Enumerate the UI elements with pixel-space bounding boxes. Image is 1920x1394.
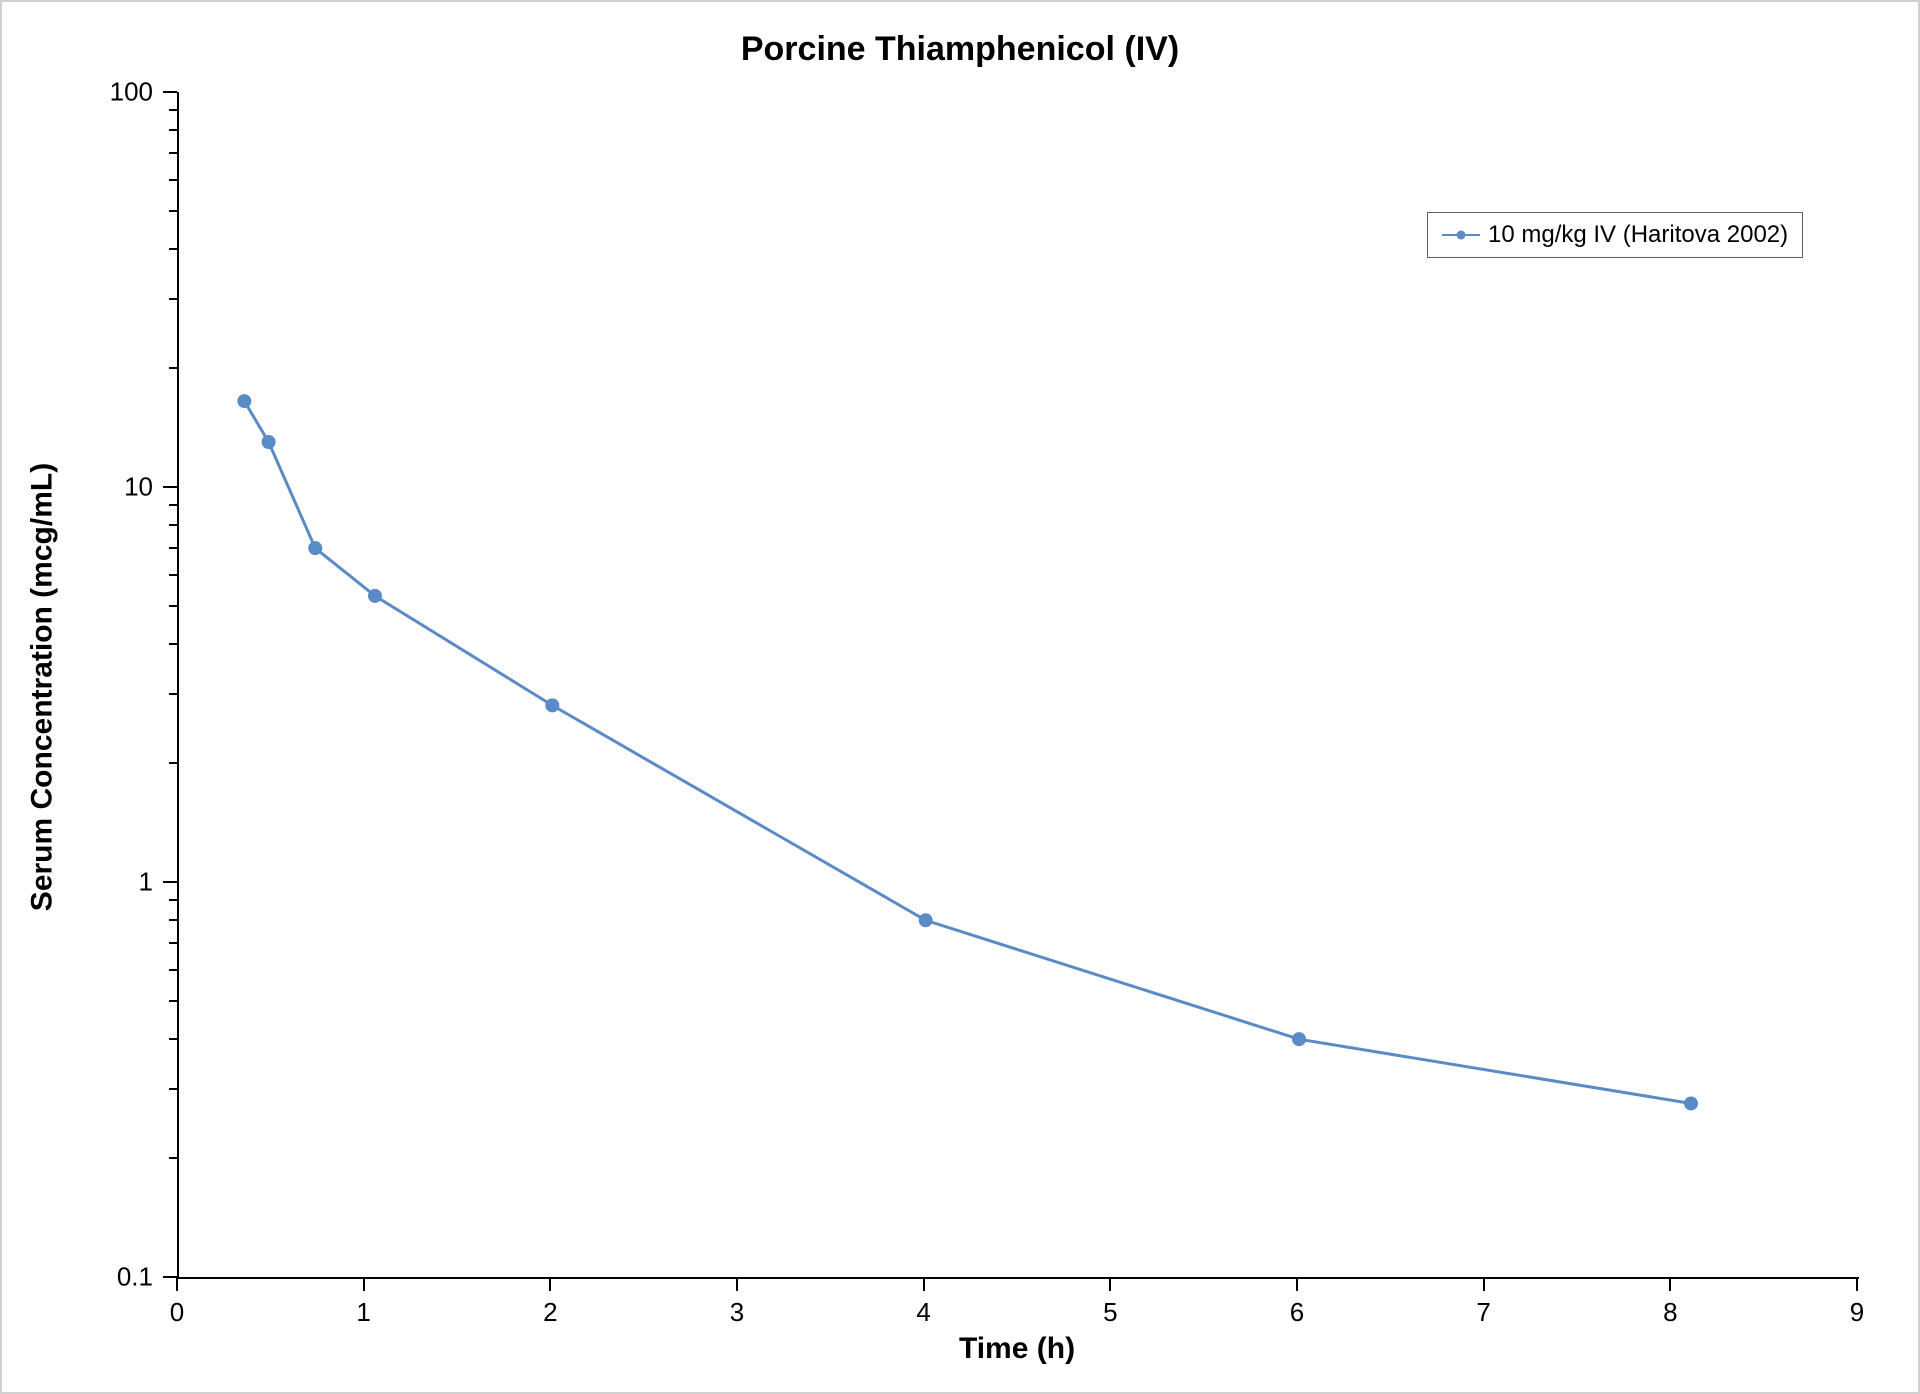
y-minor-tick bbox=[169, 762, 177, 764]
x-tick-label: 4 bbox=[916, 1297, 930, 1328]
y-minor-tick bbox=[169, 547, 177, 549]
data-point bbox=[237, 394, 251, 408]
x-tick-label: 8 bbox=[1663, 1297, 1677, 1328]
y-tick bbox=[163, 881, 177, 883]
y-tick-label: 100 bbox=[93, 77, 153, 108]
y-minor-tick bbox=[169, 574, 177, 576]
data-point bbox=[262, 435, 276, 449]
y-tick bbox=[163, 1276, 177, 1278]
x-axis-label: Time (h) bbox=[177, 1332, 1857, 1366]
y-minor-tick bbox=[169, 969, 177, 971]
chart-title: Porcine Thiamphenicol (IV) bbox=[2, 30, 1918, 69]
y-minor-tick bbox=[169, 1000, 177, 1002]
x-tick-label: 6 bbox=[1290, 1297, 1304, 1328]
plot-area bbox=[177, 92, 1859, 1279]
y-minor-tick bbox=[169, 367, 177, 369]
x-tick bbox=[1669, 1277, 1671, 1291]
y-minor-tick bbox=[169, 1088, 177, 1090]
data-point bbox=[308, 541, 322, 555]
chart-container: Porcine Thiamphenicol (IV) Time (h) Seru… bbox=[0, 0, 1920, 1394]
y-minor-tick bbox=[169, 919, 177, 921]
y-minor-tick bbox=[169, 693, 177, 695]
y-tick bbox=[163, 486, 177, 488]
y-tick-label: 10 bbox=[93, 472, 153, 503]
y-minor-tick bbox=[169, 152, 177, 154]
y-minor-tick bbox=[169, 899, 177, 901]
y-minor-tick bbox=[169, 942, 177, 944]
series-line bbox=[244, 401, 1691, 1103]
y-minor-tick bbox=[169, 179, 177, 181]
y-minor-tick bbox=[169, 248, 177, 250]
legend: 10 mg/kg IV (Haritova 2002) bbox=[1427, 212, 1803, 258]
y-minor-tick bbox=[169, 605, 177, 607]
x-tick bbox=[1296, 1277, 1298, 1291]
x-tick bbox=[363, 1277, 365, 1291]
data-point bbox=[545, 698, 559, 712]
y-tick-label: 0.1 bbox=[93, 1262, 153, 1293]
y-tick-label: 1 bbox=[93, 867, 153, 898]
y-minor-tick bbox=[169, 643, 177, 645]
data-point bbox=[368, 589, 382, 603]
y-minor-tick bbox=[169, 1038, 177, 1040]
y-minor-tick bbox=[169, 504, 177, 506]
x-tick bbox=[923, 1277, 925, 1291]
x-tick-label: 0 bbox=[170, 1297, 184, 1328]
y-minor-tick bbox=[169, 109, 177, 111]
legend-series-label: 10 mg/kg IV (Haritova 2002) bbox=[1488, 221, 1788, 249]
x-tick-label: 2 bbox=[543, 1297, 557, 1328]
x-tick-label: 3 bbox=[730, 1297, 744, 1328]
y-minor-tick bbox=[169, 210, 177, 212]
x-tick bbox=[736, 1277, 738, 1291]
x-tick-label: 9 bbox=[1850, 1297, 1864, 1328]
x-tick bbox=[176, 1277, 178, 1291]
data-point bbox=[1292, 1032, 1306, 1046]
y-tick bbox=[163, 91, 177, 93]
x-tick bbox=[549, 1277, 551, 1291]
x-tick bbox=[1856, 1277, 1858, 1291]
y-axis-label: Serum Concentration (mcg/mL) bbox=[25, 94, 59, 1279]
data-point bbox=[919, 913, 933, 927]
x-tick-label: 5 bbox=[1103, 1297, 1117, 1328]
y-minor-tick bbox=[169, 298, 177, 300]
data-point bbox=[1684, 1096, 1698, 1110]
y-minor-tick bbox=[169, 524, 177, 526]
x-tick-label: 1 bbox=[356, 1297, 370, 1328]
legend-series-marker bbox=[1457, 231, 1466, 240]
x-tick bbox=[1109, 1277, 1111, 1291]
y-minor-tick bbox=[169, 129, 177, 131]
series-svg bbox=[179, 92, 1859, 1277]
x-tick-label: 7 bbox=[1476, 1297, 1490, 1328]
x-tick bbox=[1483, 1277, 1485, 1291]
y-minor-tick bbox=[169, 1157, 177, 1159]
legend-series-line bbox=[1442, 234, 1480, 237]
